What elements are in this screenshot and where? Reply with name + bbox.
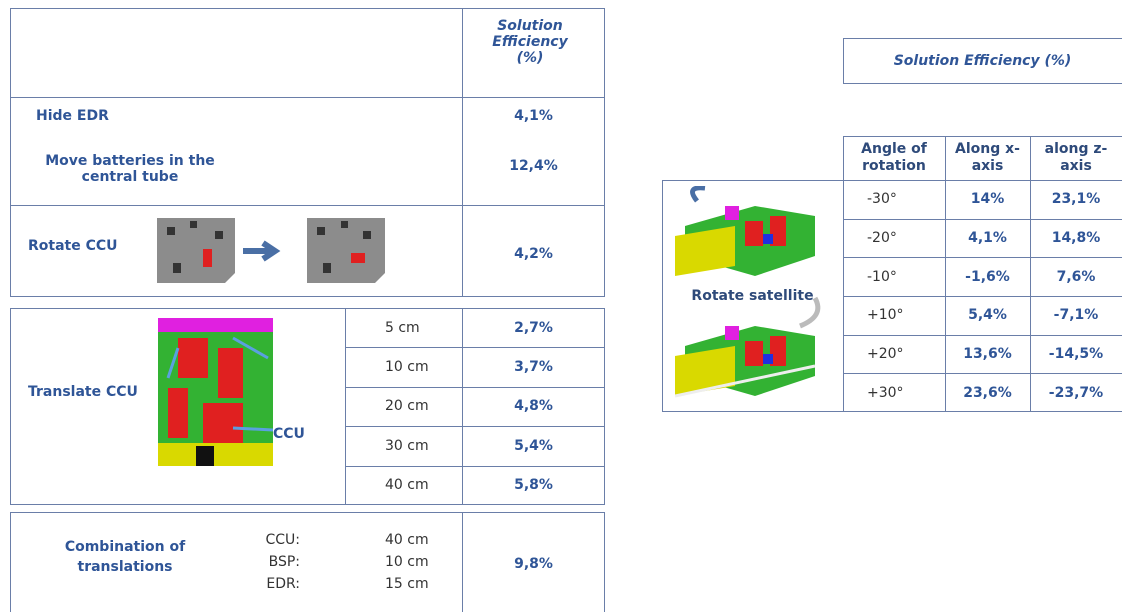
value: 9,8% bbox=[514, 556, 553, 572]
column-header: Along x-axis bbox=[955, 141, 1020, 174]
value: 5,4% bbox=[514, 437, 553, 454]
label: Hide EDR bbox=[36, 108, 109, 124]
value: 23,6% bbox=[963, 384, 1012, 401]
item-value: 15 cm bbox=[385, 576, 429, 592]
header: Solution Efficiency (%) bbox=[492, 18, 568, 66]
distance: 5 cm bbox=[385, 319, 420, 336]
value: 4,8% bbox=[514, 398, 553, 415]
label: Combination of translations bbox=[64, 539, 186, 575]
rule bbox=[843, 180, 1122, 181]
rule bbox=[843, 218, 1122, 220]
angle: +10° bbox=[867, 307, 904, 324]
value: 14% bbox=[970, 191, 1005, 208]
rule bbox=[10, 97, 605, 98]
value: 7,6% bbox=[1056, 268, 1096, 285]
item-value: 10 cm bbox=[385, 554, 429, 570]
value: 4,2% bbox=[514, 246, 553, 262]
item: CCU: bbox=[265, 532, 300, 548]
rule bbox=[10, 205, 605, 206]
value: 4,1% bbox=[968, 229, 1007, 246]
value: 4,1% bbox=[514, 108, 553, 124]
header: Solution Efficiency (%) bbox=[893, 53, 1072, 69]
column-header: Angle of rotation bbox=[861, 141, 927, 174]
rule bbox=[345, 386, 605, 388]
value: -1,6% bbox=[965, 268, 1010, 285]
rule bbox=[462, 308, 463, 505]
rule bbox=[345, 347, 605, 349]
angle: +30° bbox=[867, 384, 904, 401]
rule bbox=[843, 334, 1122, 336]
distance: 30 cm bbox=[385, 437, 429, 454]
satellite-images bbox=[675, 186, 821, 398]
distance: 10 cm bbox=[385, 359, 429, 376]
angle: -10° bbox=[867, 268, 897, 285]
value: 12,4% bbox=[509, 158, 558, 174]
value: 2,7% bbox=[514, 319, 553, 336]
right-grid bbox=[843, 136, 1122, 412]
value: 5,4% bbox=[968, 307, 1007, 324]
value: -23,7% bbox=[1048, 384, 1104, 401]
translate-table bbox=[10, 308, 605, 505]
value: -7,1% bbox=[1053, 307, 1099, 324]
item: EDR: bbox=[266, 576, 300, 592]
image-label: CCU bbox=[273, 426, 305, 442]
label: Move batteries in the central tube bbox=[45, 153, 215, 185]
rule bbox=[345, 308, 346, 505]
angle: -20° bbox=[867, 229, 897, 246]
value: 23,1% bbox=[1051, 191, 1101, 208]
rule bbox=[945, 136, 946, 412]
angle: +20° bbox=[867, 345, 904, 362]
rule bbox=[462, 8, 463, 297]
label: Rotate CCU bbox=[28, 238, 118, 254]
value: -14,5% bbox=[1048, 345, 1104, 362]
column-header: along z-axis bbox=[1044, 141, 1108, 174]
label: Rotate satellite bbox=[691, 288, 814, 304]
rule bbox=[1030, 136, 1031, 412]
value: 3,7% bbox=[514, 359, 553, 376]
rule bbox=[345, 426, 605, 428]
item: BSP: bbox=[268, 554, 300, 570]
header-box bbox=[843, 38, 1122, 84]
rule bbox=[345, 465, 605, 467]
rule bbox=[462, 512, 463, 612]
value: 5,8% bbox=[514, 477, 553, 494]
label: Translate CCU bbox=[28, 384, 138, 400]
angle: -30° bbox=[867, 191, 897, 208]
value: 14,8% bbox=[1051, 229, 1101, 246]
item-value: 40 cm bbox=[385, 532, 429, 548]
distance: 20 cm bbox=[385, 398, 429, 415]
rotate-ccu-image bbox=[157, 218, 385, 283]
distance: 40 cm bbox=[385, 477, 429, 494]
translate-ccu-image bbox=[158, 318, 273, 466]
rule bbox=[843, 257, 1122, 259]
rule bbox=[843, 296, 1122, 297]
combination-table bbox=[10, 512, 605, 612]
rule bbox=[843, 373, 1122, 375]
left-table bbox=[10, 8, 605, 297]
value: 13,6% bbox=[963, 345, 1012, 362]
